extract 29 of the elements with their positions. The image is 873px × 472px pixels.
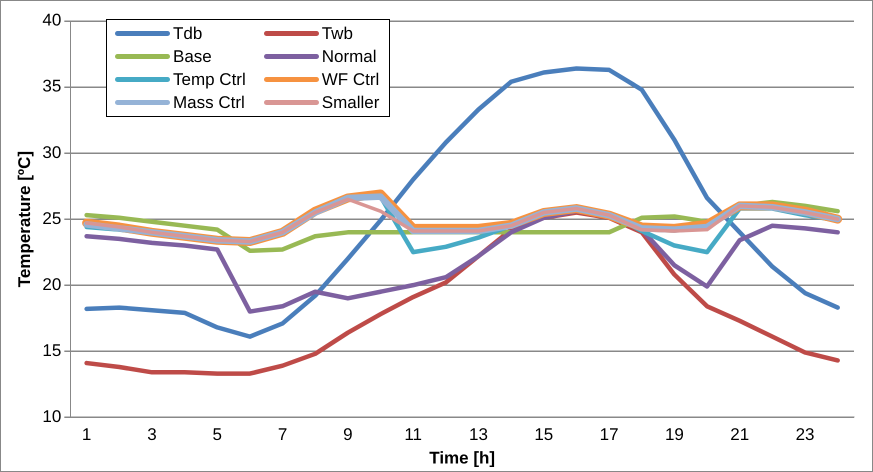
x-axis-title: Time [h] xyxy=(429,448,496,468)
legend-label: Temp Ctrl xyxy=(173,69,246,91)
legend-label: Normal xyxy=(322,46,377,68)
legend-label: Tdb xyxy=(173,23,202,45)
y-axis-title: Temperature [ºC] xyxy=(14,150,34,288)
y-tick-label: 35 xyxy=(42,76,62,96)
x-tick-label: 9 xyxy=(343,425,353,444)
x-tick-label: 1 xyxy=(82,425,92,444)
legend-label: WF Ctrl xyxy=(322,69,380,91)
x-tick-label: 3 xyxy=(147,425,157,444)
y-tick-label: 15 xyxy=(42,340,62,360)
x-tick-label: 5 xyxy=(212,425,222,444)
legend-label: Twb xyxy=(322,23,353,45)
x-tick-label: 13 xyxy=(469,425,488,444)
y-tick-label: 20 xyxy=(42,274,62,294)
y-tick-label: 25 xyxy=(42,208,62,228)
x-tick-label: 11 xyxy=(404,425,422,444)
y-tick-label: 10 xyxy=(42,406,62,426)
legend-label: Mass Ctrl xyxy=(173,92,245,114)
y-tick-label: 40 xyxy=(42,10,62,30)
legend-label: Base xyxy=(173,46,212,68)
x-tick-label: 7 xyxy=(278,425,288,444)
y-tick-label: 30 xyxy=(42,142,62,162)
x-tick-label: 23 xyxy=(796,425,814,444)
legend-label: Smaller xyxy=(322,92,380,114)
x-tick-label: 19 xyxy=(664,425,684,444)
x-tick-label: 15 xyxy=(534,425,554,444)
x-tick-label: 17 xyxy=(600,425,619,444)
x-tick-label: 21 xyxy=(730,425,750,444)
